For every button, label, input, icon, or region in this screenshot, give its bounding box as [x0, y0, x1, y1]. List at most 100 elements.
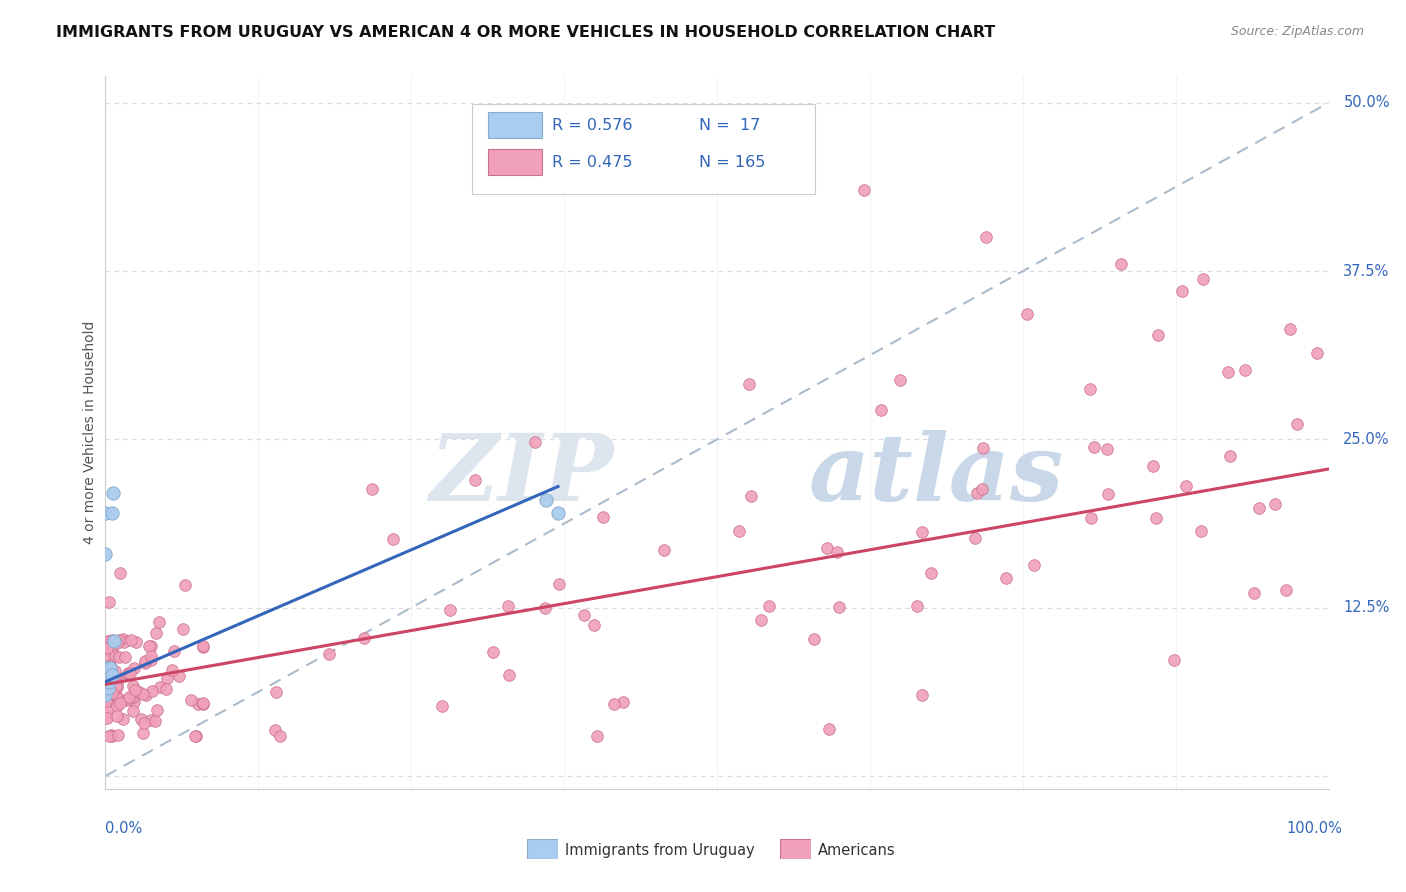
- Point: [1163, 652, 1185, 666]
- Point: [264, 685, 287, 699]
- Point: [101, 686, 124, 700]
- Point: [815, 541, 838, 555]
- Point: [852, 183, 875, 197]
- Text: R = 0.475: R = 0.475: [553, 154, 633, 169]
- Point: [155, 682, 177, 697]
- Point: [107, 728, 129, 742]
- Point: [1109, 257, 1132, 271]
- Text: atlas: atlas: [808, 431, 1064, 520]
- Point: [1306, 345, 1329, 359]
- Point: [98, 674, 121, 689]
- Point: [1275, 582, 1298, 597]
- Point: [1083, 441, 1105, 455]
- Point: [98, 658, 121, 673]
- Point: [523, 435, 546, 450]
- Point: [107, 677, 129, 691]
- Point: [1264, 496, 1286, 510]
- Point: [132, 687, 155, 701]
- Point: [100, 641, 122, 656]
- Point: [1278, 321, 1301, 335]
- Point: [94, 547, 117, 561]
- Point: [103, 634, 125, 648]
- Point: [193, 697, 215, 711]
- Point: [104, 648, 127, 663]
- Point: [1249, 500, 1271, 515]
- Point: [104, 680, 127, 694]
- Point: [920, 566, 942, 580]
- Point: [100, 681, 122, 695]
- Point: [264, 723, 287, 737]
- Point: [124, 683, 146, 698]
- Point: [100, 728, 122, 742]
- Point: [98, 661, 121, 675]
- Point: [98, 674, 121, 689]
- Point: [134, 654, 156, 668]
- Point: [496, 599, 519, 613]
- Point: [98, 677, 121, 691]
- Point: [186, 697, 208, 711]
- Point: [122, 690, 145, 705]
- Point: [464, 473, 486, 487]
- Point: [138, 639, 160, 653]
- Point: [108, 691, 131, 706]
- Point: [1144, 510, 1167, 524]
- Point: [382, 533, 405, 547]
- Point: [180, 693, 202, 707]
- Point: [585, 729, 607, 743]
- Point: [1192, 272, 1215, 286]
- Point: [139, 639, 162, 653]
- Point: [148, 615, 170, 629]
- Point: [98, 658, 121, 673]
- Point: [1243, 585, 1265, 599]
- Point: [100, 645, 122, 659]
- Point: [193, 640, 215, 654]
- Point: [1219, 449, 1241, 463]
- Point: [652, 543, 675, 558]
- Point: [114, 649, 136, 664]
- Point: [120, 632, 142, 647]
- Point: [108, 566, 131, 580]
- Point: [318, 647, 340, 661]
- Point: [730, 122, 752, 136]
- Point: [966, 486, 988, 500]
- Point: [740, 489, 762, 503]
- Point: [100, 668, 122, 682]
- Point: [439, 603, 461, 617]
- Point: [574, 608, 596, 623]
- Point: [758, 599, 780, 613]
- Point: [141, 683, 163, 698]
- Point: [100, 507, 122, 521]
- Point: [108, 633, 131, 648]
- Point: [1022, 558, 1045, 572]
- Text: 0.0%: 0.0%: [105, 821, 142, 836]
- Y-axis label: 4 or more Vehicles in Household: 4 or more Vehicles in Household: [83, 321, 97, 544]
- Point: [128, 684, 150, 698]
- Point: [910, 688, 932, 702]
- Point: [582, 618, 605, 632]
- Point: [101, 729, 124, 743]
- Point: [107, 708, 129, 723]
- Point: [612, 695, 634, 709]
- Text: 12.5%: 12.5%: [1343, 600, 1389, 615]
- Point: [101, 695, 124, 709]
- Point: [143, 714, 166, 729]
- Point: [1097, 487, 1119, 501]
- Point: [972, 441, 994, 455]
- Point: [115, 692, 138, 706]
- Point: [97, 729, 120, 743]
- Point: [132, 725, 155, 739]
- Point: [353, 631, 375, 645]
- Point: [105, 671, 128, 685]
- FancyBboxPatch shape: [488, 149, 543, 175]
- Point: [94, 661, 117, 675]
- Point: [1286, 417, 1309, 431]
- Point: [827, 600, 849, 615]
- Point: [94, 688, 117, 702]
- Point: [124, 687, 146, 701]
- Point: [193, 696, 215, 710]
- Point: [534, 492, 557, 507]
- Point: [96, 703, 118, 717]
- Point: [1078, 382, 1101, 396]
- Point: [96, 674, 118, 689]
- Point: [738, 376, 761, 391]
